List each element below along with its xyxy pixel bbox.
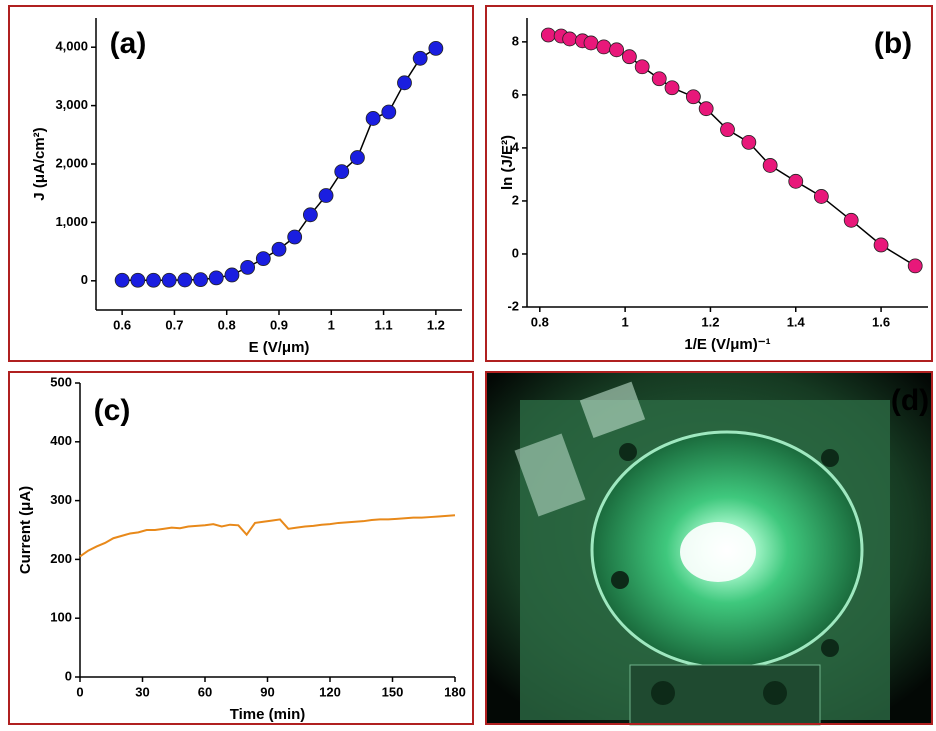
x-tick-label: 60 (198, 684, 212, 699)
screw (611, 571, 629, 589)
marker (908, 259, 922, 273)
y-tick-label: 1,000 (55, 214, 88, 229)
x-tick-label: 0.8 (218, 317, 236, 332)
marker (665, 81, 679, 95)
x-tick-label: 1.4 (787, 314, 806, 329)
marker (686, 90, 700, 104)
x-tick-label: 1.2 (701, 314, 719, 329)
x-tick-label: 180 (444, 684, 466, 699)
marker (178, 273, 192, 287)
x-tick-label: 150 (382, 684, 404, 699)
data-line (80, 515, 455, 556)
y-tick-label: 300 (50, 492, 72, 507)
x-tick-label: 0.9 (270, 317, 288, 332)
marker (874, 238, 888, 252)
x-tick-label: 1 (621, 314, 628, 329)
screw (619, 443, 637, 461)
marker (699, 102, 713, 116)
marker (789, 174, 803, 188)
x-tick-label: 0.7 (165, 317, 183, 332)
emission-spot (680, 522, 756, 582)
x-tick-label: 1.6 (872, 314, 890, 329)
y-tick-label: -2 (507, 298, 519, 313)
x-tick-label: 30 (135, 684, 149, 699)
screw (821, 449, 839, 467)
screw (763, 681, 787, 705)
marker (429, 41, 443, 55)
x-tick-label: 0.8 (531, 314, 549, 329)
marker (382, 105, 396, 119)
y-tick-label: 3,000 (55, 97, 88, 112)
panel-title: (c) (94, 394, 131, 427)
marker (742, 135, 756, 149)
x-tick-label: 120 (319, 684, 341, 699)
marker (584, 36, 598, 50)
y-tick-label: 2,000 (55, 155, 88, 170)
marker (844, 213, 858, 227)
y-tick-label: 8 (512, 33, 519, 48)
y-tick-label: 0 (81, 272, 88, 287)
marker (541, 28, 555, 42)
panel-title: (b) (874, 27, 912, 60)
x-tick-label: 1 (328, 317, 335, 332)
x-axis-label: 1/E (V/μm)⁻¹ (684, 336, 770, 353)
x-tick-label: 1.1 (375, 317, 393, 332)
marker (335, 165, 349, 179)
marker (225, 268, 239, 282)
x-tick-label: 0.6 (113, 317, 131, 332)
marker (622, 50, 636, 64)
marker (721, 123, 735, 137)
marker (366, 111, 380, 125)
marker (147, 273, 161, 287)
x-axis-label: Time (min) (230, 706, 306, 723)
y-tick-label: 0 (512, 245, 519, 260)
marker (652, 72, 666, 86)
marker (610, 43, 624, 57)
y-axis-label: J (μA/cm²) (31, 127, 48, 200)
marker (635, 60, 649, 74)
screw (821, 639, 839, 657)
x-axis-label: E (V/μm) (249, 339, 310, 356)
marker (288, 230, 302, 244)
marker (350, 151, 364, 165)
figure: (d) 0.6 0.7 0.8 0.9 1 1.1 1.2 0 1,000 2,000 3,000 4… (0, 0, 936, 726)
x-tick-label: 1.2 (427, 317, 445, 332)
y-tick-label: 200 (50, 551, 72, 566)
marker (131, 273, 145, 287)
panel-title: (d) (891, 384, 929, 417)
marker (303, 208, 317, 222)
panel-frame (9, 6, 473, 361)
marker (162, 273, 176, 287)
marker (241, 260, 255, 274)
y-axis-label: ln (J/E²) (499, 135, 516, 190)
x-tick-label: 0 (76, 684, 83, 699)
x-tick-label: 90 (260, 684, 274, 699)
y-tick-label: 500 (50, 374, 72, 389)
marker (319, 189, 333, 203)
marker (563, 32, 577, 46)
y-tick-label: 2 (512, 192, 519, 207)
y-axis-label: Current (μA) (17, 486, 34, 574)
y-tick-label: 6 (512, 86, 519, 101)
y-tick-label: 400 (50, 433, 72, 448)
photo-panel: (d) (486, 372, 932, 725)
y-tick-label: 100 (50, 610, 72, 625)
marker (413, 51, 427, 65)
marker (272, 242, 286, 256)
marker (814, 189, 828, 203)
marker (397, 76, 411, 90)
marker (209, 271, 223, 285)
marker (256, 252, 270, 266)
marker (194, 273, 208, 287)
panel-frame (9, 372, 473, 724)
y-tick-label: 0 (65, 668, 72, 683)
marker (763, 158, 777, 172)
screw (651, 681, 675, 705)
data-line (548, 35, 915, 266)
marker (597, 40, 611, 54)
y-tick-label: 4,000 (55, 39, 88, 54)
panel-title: (a) (110, 27, 147, 60)
marker (115, 273, 129, 287)
